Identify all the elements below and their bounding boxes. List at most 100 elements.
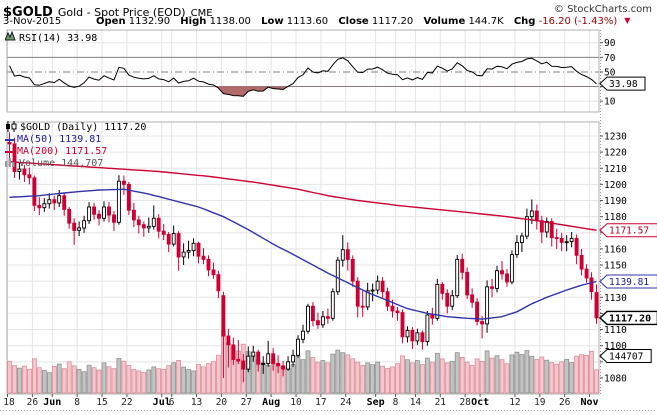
volume-bar xyxy=(101,362,107,394)
ma50-value-callout-text: 1139.81 xyxy=(609,277,649,288)
candle-body xyxy=(7,142,12,145)
ma200-value-callout: 1171.57 xyxy=(599,223,657,238)
candle-body xyxy=(435,283,440,319)
volume-bar xyxy=(320,360,326,394)
volume-bar xyxy=(589,351,594,394)
candle-body xyxy=(67,208,72,224)
volume-bar xyxy=(131,369,137,394)
candle-body xyxy=(365,290,370,308)
volume-bar xyxy=(216,354,221,394)
down-arrow-icon: ▼ xyxy=(624,16,631,25)
candle-body xyxy=(266,353,271,364)
volume-bar xyxy=(350,358,356,394)
volume-bar xyxy=(439,358,445,394)
candle-body xyxy=(261,362,266,365)
volume-bar xyxy=(504,363,510,394)
rsi-tick-label: 90 xyxy=(604,38,616,49)
candle-body xyxy=(251,351,256,357)
volume-bar xyxy=(514,351,520,394)
volume-bar xyxy=(554,363,560,394)
rsi-tick-label: 10 xyxy=(604,97,616,108)
date-tick-label: 6 xyxy=(169,397,175,408)
volume-bar xyxy=(444,362,450,394)
candle-body xyxy=(107,206,111,216)
close-value-callout-text: 1117.20 xyxy=(609,313,651,324)
volume-bar xyxy=(121,360,127,394)
candle-body xyxy=(286,361,291,370)
price-tick-label: 1130 xyxy=(604,293,627,304)
candle-body xyxy=(420,332,425,343)
volume-label: Volume xyxy=(423,16,466,27)
chg-value: -16.20 (-1.43%) xyxy=(538,16,618,27)
quote-values: Open 1132.90 High 1138.00 Low 1113.60 Cl… xyxy=(96,16,630,27)
candle-body xyxy=(52,199,57,204)
volume-bar xyxy=(454,352,460,394)
volume-bar xyxy=(519,354,525,394)
volume-value: 144.7K xyxy=(468,16,504,27)
volume-bar xyxy=(66,361,72,394)
volume-bar xyxy=(51,366,57,394)
legend-volume-label: Volume 144,707 xyxy=(19,158,104,169)
candle-body xyxy=(370,289,375,292)
date-tick-label: 19 xyxy=(534,397,546,408)
volume-bar xyxy=(71,365,77,394)
candle-body xyxy=(360,305,365,308)
panel-frames xyxy=(0,29,657,411)
date-tick-label: 24 xyxy=(340,397,352,408)
candle-body xyxy=(276,362,281,367)
volume-bar xyxy=(290,364,296,394)
candle-body xyxy=(246,355,251,370)
volume-bar xyxy=(325,362,331,394)
candle-body xyxy=(430,314,435,319)
volume-bar xyxy=(405,359,410,394)
rsi-mountain-icon xyxy=(4,30,16,44)
high-label: High xyxy=(180,16,207,27)
legend-ma50-row: MA(50) 1139.81 xyxy=(5,134,146,146)
date-tick-label: 10 xyxy=(290,397,302,408)
chart-title-row: $GOLD Gold - Spot Price (EOD) CME © StockC… xyxy=(3,1,654,20)
date-tick-label: 12 xyxy=(509,397,520,408)
volume-bar xyxy=(464,361,470,394)
candle-body xyxy=(395,310,400,314)
candle-body xyxy=(32,177,37,206)
volume-bar xyxy=(564,359,570,394)
candlestick-icon xyxy=(5,120,17,136)
low-label: Low xyxy=(261,16,284,27)
volume-bar xyxy=(56,363,62,394)
candle-body xyxy=(116,180,121,223)
volume-bar xyxy=(579,354,584,394)
candle-body xyxy=(216,274,221,292)
volume-bar xyxy=(380,365,385,394)
volume-bar xyxy=(310,357,316,394)
candle-body xyxy=(415,332,420,342)
candle-body xyxy=(62,195,67,210)
volume-bar xyxy=(434,352,440,394)
candle-body xyxy=(186,250,191,253)
volume-bar xyxy=(46,372,52,394)
price-tick-label: 1190 xyxy=(604,196,627,207)
candle-body xyxy=(470,294,475,303)
candle-body xyxy=(201,255,206,260)
candle-body xyxy=(151,217,156,227)
volume-bar xyxy=(429,361,435,394)
candle-body xyxy=(514,242,519,256)
rsi-oversold-fill xyxy=(9,86,597,97)
candle-body xyxy=(500,270,504,275)
candle-body xyxy=(549,221,554,239)
candle-body xyxy=(112,214,116,223)
date-tick-label: 8 xyxy=(74,397,80,408)
candle-body xyxy=(231,344,236,360)
volume-bar xyxy=(161,368,167,394)
volume-bar xyxy=(584,355,589,394)
volume-bar xyxy=(594,369,599,394)
candle-body xyxy=(236,358,241,362)
candle-body xyxy=(146,225,151,229)
date-tick-label: Nov xyxy=(581,397,599,408)
candle-body xyxy=(72,222,77,231)
volume-bar xyxy=(315,361,321,394)
close-label: Close xyxy=(338,16,369,27)
candle-body xyxy=(490,286,494,289)
candle-body xyxy=(509,254,514,283)
date-tick-label: 15 xyxy=(96,397,107,408)
